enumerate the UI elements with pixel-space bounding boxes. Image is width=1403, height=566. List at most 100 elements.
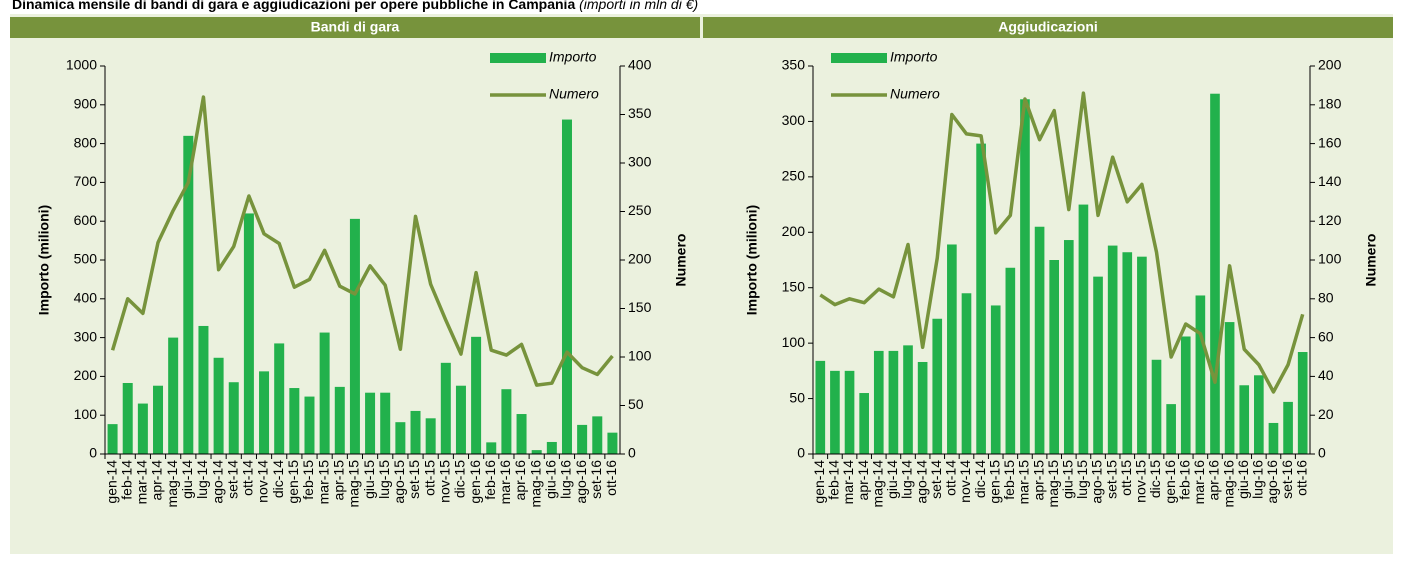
x-tick-label: nov-15 <box>1133 460 1149 503</box>
y-tick-label: 700 <box>74 173 98 189</box>
x-tick-label: dic-15 <box>1147 460 1163 498</box>
y-tick-label: 1000 <box>66 57 97 73</box>
x-tick-label: set-14 <box>928 460 944 499</box>
x-tick-label: ago-14 <box>209 460 225 504</box>
y2-tick-label: 0 <box>1318 445 1326 461</box>
bar <box>888 350 899 454</box>
x-tick-label: mar-14 <box>840 460 856 505</box>
bar <box>932 318 943 454</box>
panel-header <box>10 17 700 38</box>
x-tick-label: dic-15 <box>452 460 468 498</box>
bar <box>1005 267 1016 454</box>
bar <box>859 393 869 454</box>
bar <box>183 135 194 454</box>
x-tick-label: ott-15 <box>1118 460 1134 496</box>
x-tick-label: apr-15 <box>330 460 346 501</box>
bar <box>153 385 164 454</box>
bar <box>561 119 572 454</box>
y2-tick-label: 100 <box>628 348 652 364</box>
y2-tick-label: 80 <box>1318 290 1334 306</box>
bar <box>319 332 330 454</box>
x-tick-label: giu-15 <box>361 460 377 499</box>
y2-tick-label: 160 <box>1318 134 1342 150</box>
bar <box>607 432 618 454</box>
bar <box>844 370 855 454</box>
x-tick-label: ago-15 <box>1089 460 1105 504</box>
bar <box>455 385 466 454</box>
x-tick-label: set-15 <box>406 460 422 499</box>
x-tick-label: giu-15 <box>1060 460 1076 499</box>
bar <box>1224 322 1235 454</box>
x-tick-label: mar-14 <box>134 460 150 505</box>
x-tick-label: mar-16 <box>497 460 513 505</box>
bar <box>990 305 1001 454</box>
y-tick-label: 350 <box>782 57 806 73</box>
y2-tick-label: 40 <box>1318 367 1334 383</box>
y2-tick-label: 250 <box>628 202 652 218</box>
bar <box>213 357 224 454</box>
bar <box>961 293 972 454</box>
x-tick-label: giu-16 <box>543 460 559 499</box>
y2-tick-label: 180 <box>1318 96 1342 112</box>
title-note: (importi in mln di €) <box>579 0 698 12</box>
y2-tick-label: 350 <box>628 105 652 121</box>
x-tick-label: ott-15 <box>421 460 437 496</box>
x-tick-label: feb-14 <box>118 460 134 500</box>
bar <box>873 350 884 454</box>
x-tick-label: ott-16 <box>603 460 619 496</box>
bar <box>1239 385 1250 454</box>
bar <box>471 336 482 454</box>
y-tick-label: 0 <box>89 445 97 461</box>
y-tick-label: 200 <box>782 223 806 239</box>
x-tick-label: ott-16 <box>1293 460 1309 496</box>
x-tick-label: mag-15 <box>346 460 362 508</box>
bar <box>425 418 436 454</box>
panel-header <box>703 17 1393 38</box>
x-tick-label: mar-15 <box>1016 460 1032 505</box>
bar <box>274 343 285 454</box>
y-tick-label: 200 <box>74 367 98 383</box>
x-tick-label: mar-16 <box>1191 460 1207 505</box>
x-tick-label: apr-15 <box>1030 460 1046 501</box>
bar <box>592 416 603 454</box>
x-tick-label: gen-14 <box>103 460 119 504</box>
bar <box>1049 260 1060 454</box>
y2-tick-label: 300 <box>628 154 652 170</box>
bar <box>1180 336 1191 454</box>
bar <box>486 442 497 454</box>
y2-axis-label: Numero <box>673 234 689 287</box>
y2-tick-label: 0 <box>628 445 636 461</box>
x-tick-label: apr-14 <box>855 460 871 501</box>
x-tick-label: ago-14 <box>913 460 929 504</box>
x-tick-label: giu-14 <box>884 460 900 499</box>
line <box>110 95 614 387</box>
bar <box>1195 295 1206 454</box>
bar <box>1078 204 1089 454</box>
x-tick-label: giu-16 <box>1235 460 1251 499</box>
x-tick-label: mag-15 <box>1045 460 1061 508</box>
y2-tick-label: 60 <box>1318 328 1334 344</box>
x-tick-label: ago-15 <box>391 460 407 504</box>
x-tick-label: feb-15 <box>1001 460 1017 500</box>
x-tick-label: ago-16 <box>1264 460 1280 504</box>
x-tick-label: gen-15 <box>986 460 1002 504</box>
legend-label: Importo <box>549 49 597 65</box>
y-axis-label: Importo (milioni) <box>744 205 760 315</box>
y-tick-label: 600 <box>74 212 98 228</box>
y2-tick-label: 200 <box>1318 57 1342 73</box>
bar <box>1122 252 1133 454</box>
bar <box>1254 375 1264 454</box>
bar <box>410 410 421 454</box>
x-tick-label: nov-14 <box>957 460 973 503</box>
x-tick-label: lug-14 <box>899 460 915 499</box>
x-tick-label: set-14 <box>224 460 240 499</box>
x-tick-label: apr-16 <box>1206 460 1222 501</box>
x-tick-label: gen-16 <box>467 460 483 504</box>
bar <box>349 218 360 454</box>
y-tick-label: 300 <box>74 328 98 344</box>
x-tick-label: set-15 <box>1103 460 1119 499</box>
y-tick-label: 0 <box>797 445 805 461</box>
x-tick-label: nov-15 <box>437 460 453 503</box>
bar <box>546 441 557 454</box>
